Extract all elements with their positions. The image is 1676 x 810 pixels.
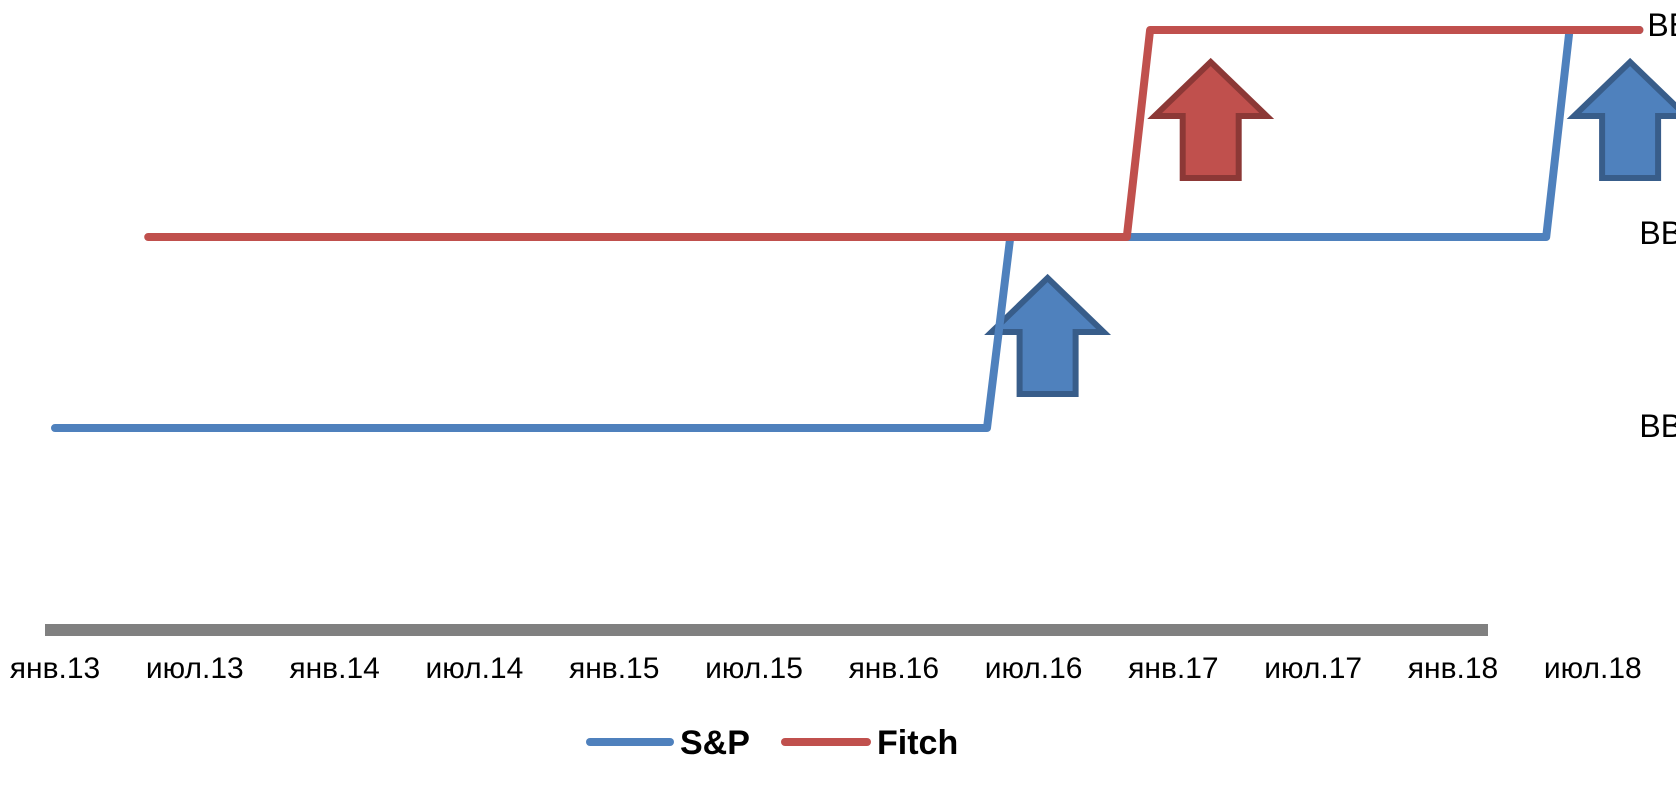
x-tick-label: янв.13 [10, 652, 100, 685]
rating-level-label: BB+ [1639, 215, 1676, 251]
x-tick-label: июл.17 [1264, 652, 1362, 685]
rating-labels: BB BB+ BBB- [1639, 7, 1676, 444]
x-tick-label: янв.14 [289, 652, 379, 685]
x-tick-label: янв.15 [569, 652, 659, 685]
legend-label: S&P [680, 724, 750, 762]
upgrade-arrow-icon [1566, 57, 1676, 181]
x-tick-label: янв.18 [1408, 652, 1498, 685]
series-line-fitch [144, 26, 1644, 241]
upgrade-arrow-icon [984, 273, 1112, 397]
x-axis-ticks: янв.13 июл.13 янв.14 июл.14 янв.15 июл.15 янв.… [10, 652, 1642, 685]
x-tick-label: июл.18 [1544, 652, 1642, 685]
upgrade-arrow-icon [1147, 57, 1275, 181]
legend-label: Fitch [877, 724, 958, 762]
x-axis-bar [45, 624, 1488, 636]
x-tick-label: июл.16 [985, 652, 1083, 685]
x-tick-label: янв.16 [849, 652, 939, 685]
series-line-sp [51, 26, 1644, 432]
rating-level-label: BBB- [1647, 7, 1676, 43]
upgrade-arrows [984, 57, 1676, 397]
x-tick-label: июл.13 [146, 652, 244, 685]
x-tick-label: июл.15 [705, 652, 803, 685]
x-tick-label: июл.14 [425, 652, 523, 685]
legend: S&P Fitch [586, 724, 958, 762]
series-lines [51, 26, 1644, 432]
x-tick-label: янв.17 [1128, 652, 1218, 685]
rating-level-label: BB [1639, 408, 1676, 444]
